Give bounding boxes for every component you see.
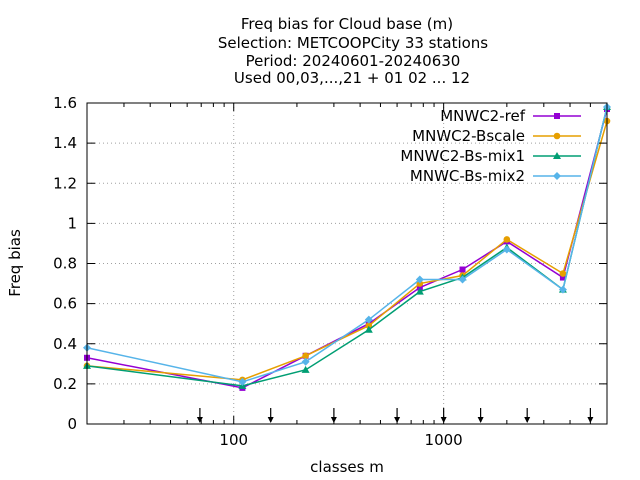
legend-entry: MNWC2-Bscale — [412, 127, 581, 145]
y-tick-label: 0 — [67, 415, 77, 433]
data-point — [559, 270, 567, 277]
data-point — [302, 352, 309, 360]
data-point — [416, 280, 424, 287]
y-tick-label: 1.2 — [53, 174, 77, 192]
legend-entry: MNWC2-Bs-mix1 — [400, 147, 581, 165]
class-marker-head — [330, 417, 337, 423]
data-point — [503, 236, 511, 243]
x-axis-label: classes m — [310, 458, 384, 476]
class-marker-arrow — [477, 408, 484, 423]
series-line — [86, 106, 608, 383]
data-point — [364, 325, 373, 333]
class-marker-head — [587, 417, 594, 423]
title-line-3: Period: 20240601-20240630 — [246, 52, 461, 70]
y-tick-label: 0.2 — [53, 375, 77, 393]
data-point — [558, 285, 567, 294]
chart-title: Freq bias for Cloud base (m) Selection: … — [218, 15, 488, 87]
series-mnwc2-bscale — [83, 117, 611, 384]
data-point — [415, 287, 424, 295]
data-point — [559, 274, 566, 281]
data-point — [553, 132, 561, 140]
class-marker-head — [267, 417, 274, 423]
class-markers — [196, 408, 594, 423]
legend-entry: MNWC-Bs-mix2 — [410, 167, 581, 185]
y-tick-label: 0.6 — [53, 295, 77, 313]
class-marker-arrow — [440, 408, 447, 423]
y-tick-label: 1.4 — [53, 134, 77, 152]
series-lines — [83, 103, 611, 391]
class-marker-head — [477, 417, 484, 423]
title-line-1: Freq bias for Cloud base (m) — [241, 15, 453, 33]
legend: MNWC2-ref MNWC2-Bscale MNWC2-Bs-mix1 MNWC-B… — [400, 107, 581, 185]
data-point — [459, 266, 466, 273]
data-point — [554, 113, 560, 119]
series-line — [86, 108, 608, 389]
legend-entry: MNWC2-ref — [440, 107, 581, 125]
data-point — [415, 275, 424, 284]
series-line — [86, 120, 608, 381]
class-marker-arrow — [267, 408, 274, 423]
y-tick-label: 1.6 — [53, 94, 77, 112]
series-mnwc2-bs-mix1 — [83, 103, 611, 389]
title-line-2: Selection: METCOOPCity 33 stations — [218, 34, 488, 52]
data-point — [238, 377, 247, 386]
data-point — [301, 357, 310, 366]
data-point — [301, 365, 310, 373]
y-tick-label: 0.4 — [53, 335, 77, 353]
y-axis-label: Freq bias — [6, 229, 24, 297]
data-point — [458, 275, 467, 284]
x-tick-label: 100 — [219, 431, 248, 449]
title-line-4: Used 00,03,...,21 + 01 02 ... 12 — [234, 69, 470, 87]
data-point — [364, 315, 373, 324]
y-tick-label: 1 — [67, 214, 77, 232]
legend-label: MNWC2-Bscale — [412, 127, 525, 145]
legend-label: MNWC2-Bs-mix1 — [400, 147, 525, 165]
data-point — [365, 322, 373, 329]
series-mnwc-bs-mix2 — [83, 103, 611, 386]
axis-ticks: 0 0.2 0.4 0.6 0.8 1 1.2 1.4 1.6 100 1000 — [53, 94, 607, 449]
class-marker-arrow — [587, 408, 594, 423]
class-marker-head — [196, 417, 203, 423]
class-marker-arrow — [196, 408, 203, 423]
data-point — [502, 245, 511, 254]
legend-label: MNWC-Bs-mix2 — [410, 167, 525, 185]
class-marker-arrow — [330, 408, 337, 423]
data-point — [416, 284, 423, 291]
legend-label: MNWC2-ref — [440, 107, 525, 125]
series-mnwc2-ref — [84, 106, 610, 391]
class-marker-head — [394, 417, 401, 423]
class-marker-arrow — [394, 408, 401, 423]
y-tick-label: 0.8 — [53, 255, 77, 273]
class-marker-head — [524, 417, 531, 423]
class-marker-arrow — [524, 408, 531, 423]
data-point — [553, 152, 561, 159]
x-tick-label: 1000 — [425, 431, 463, 449]
series-line — [86, 106, 608, 387]
data-point — [553, 172, 561, 180]
class-marker-head — [440, 417, 447, 423]
